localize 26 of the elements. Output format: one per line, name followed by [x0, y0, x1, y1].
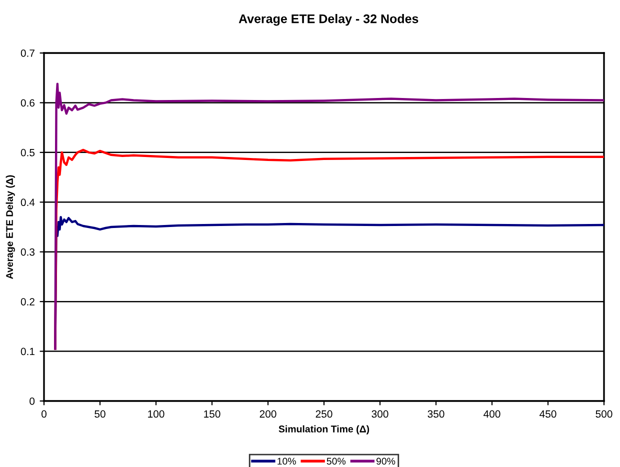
x-tick-label: 500: [596, 410, 612, 418]
x-tick-label: 400: [484, 410, 500, 418]
y-tick-label: 0.3: [20, 248, 35, 256]
legend-label: 10%: [278, 458, 296, 465]
y-tick-label: 0.7: [20, 50, 34, 57]
y-tick-label: 0: [30, 398, 35, 405]
y-tick-label: 0.6: [20, 99, 35, 107]
y-tick-label: 0.2: [20, 298, 34, 306]
y-axis-title: Average ETE Delay (Δ): [6, 175, 15, 279]
y-tick-label: 0.1: [20, 348, 34, 356]
y-tick-label: 0.4: [20, 198, 35, 206]
x-tick-label: 100: [148, 410, 164, 418]
chart-title: Average ETE Delay - 32 Nodes: [238, 14, 418, 26]
x-tick-label: 150: [204, 410, 220, 418]
line-series: [54, 82, 604, 350]
x-tick-label: 250: [316, 410, 332, 418]
legend-label: 90%: [376, 458, 396, 465]
x-tick-label: 450: [540, 410, 556, 418]
x-tick-label: 50: [94, 410, 106, 418]
x-tick-label: 300: [372, 410, 388, 418]
x-axis-title: Simulation Time (Δ): [278, 425, 370, 434]
legend-label: 50%: [326, 458, 346, 465]
y-tick-label: 0.5: [20, 148, 35, 156]
x-tick-label: 350: [428, 410, 444, 418]
x-tick-label: 0: [42, 410, 46, 418]
x-tick-label: 200: [260, 410, 276, 418]
